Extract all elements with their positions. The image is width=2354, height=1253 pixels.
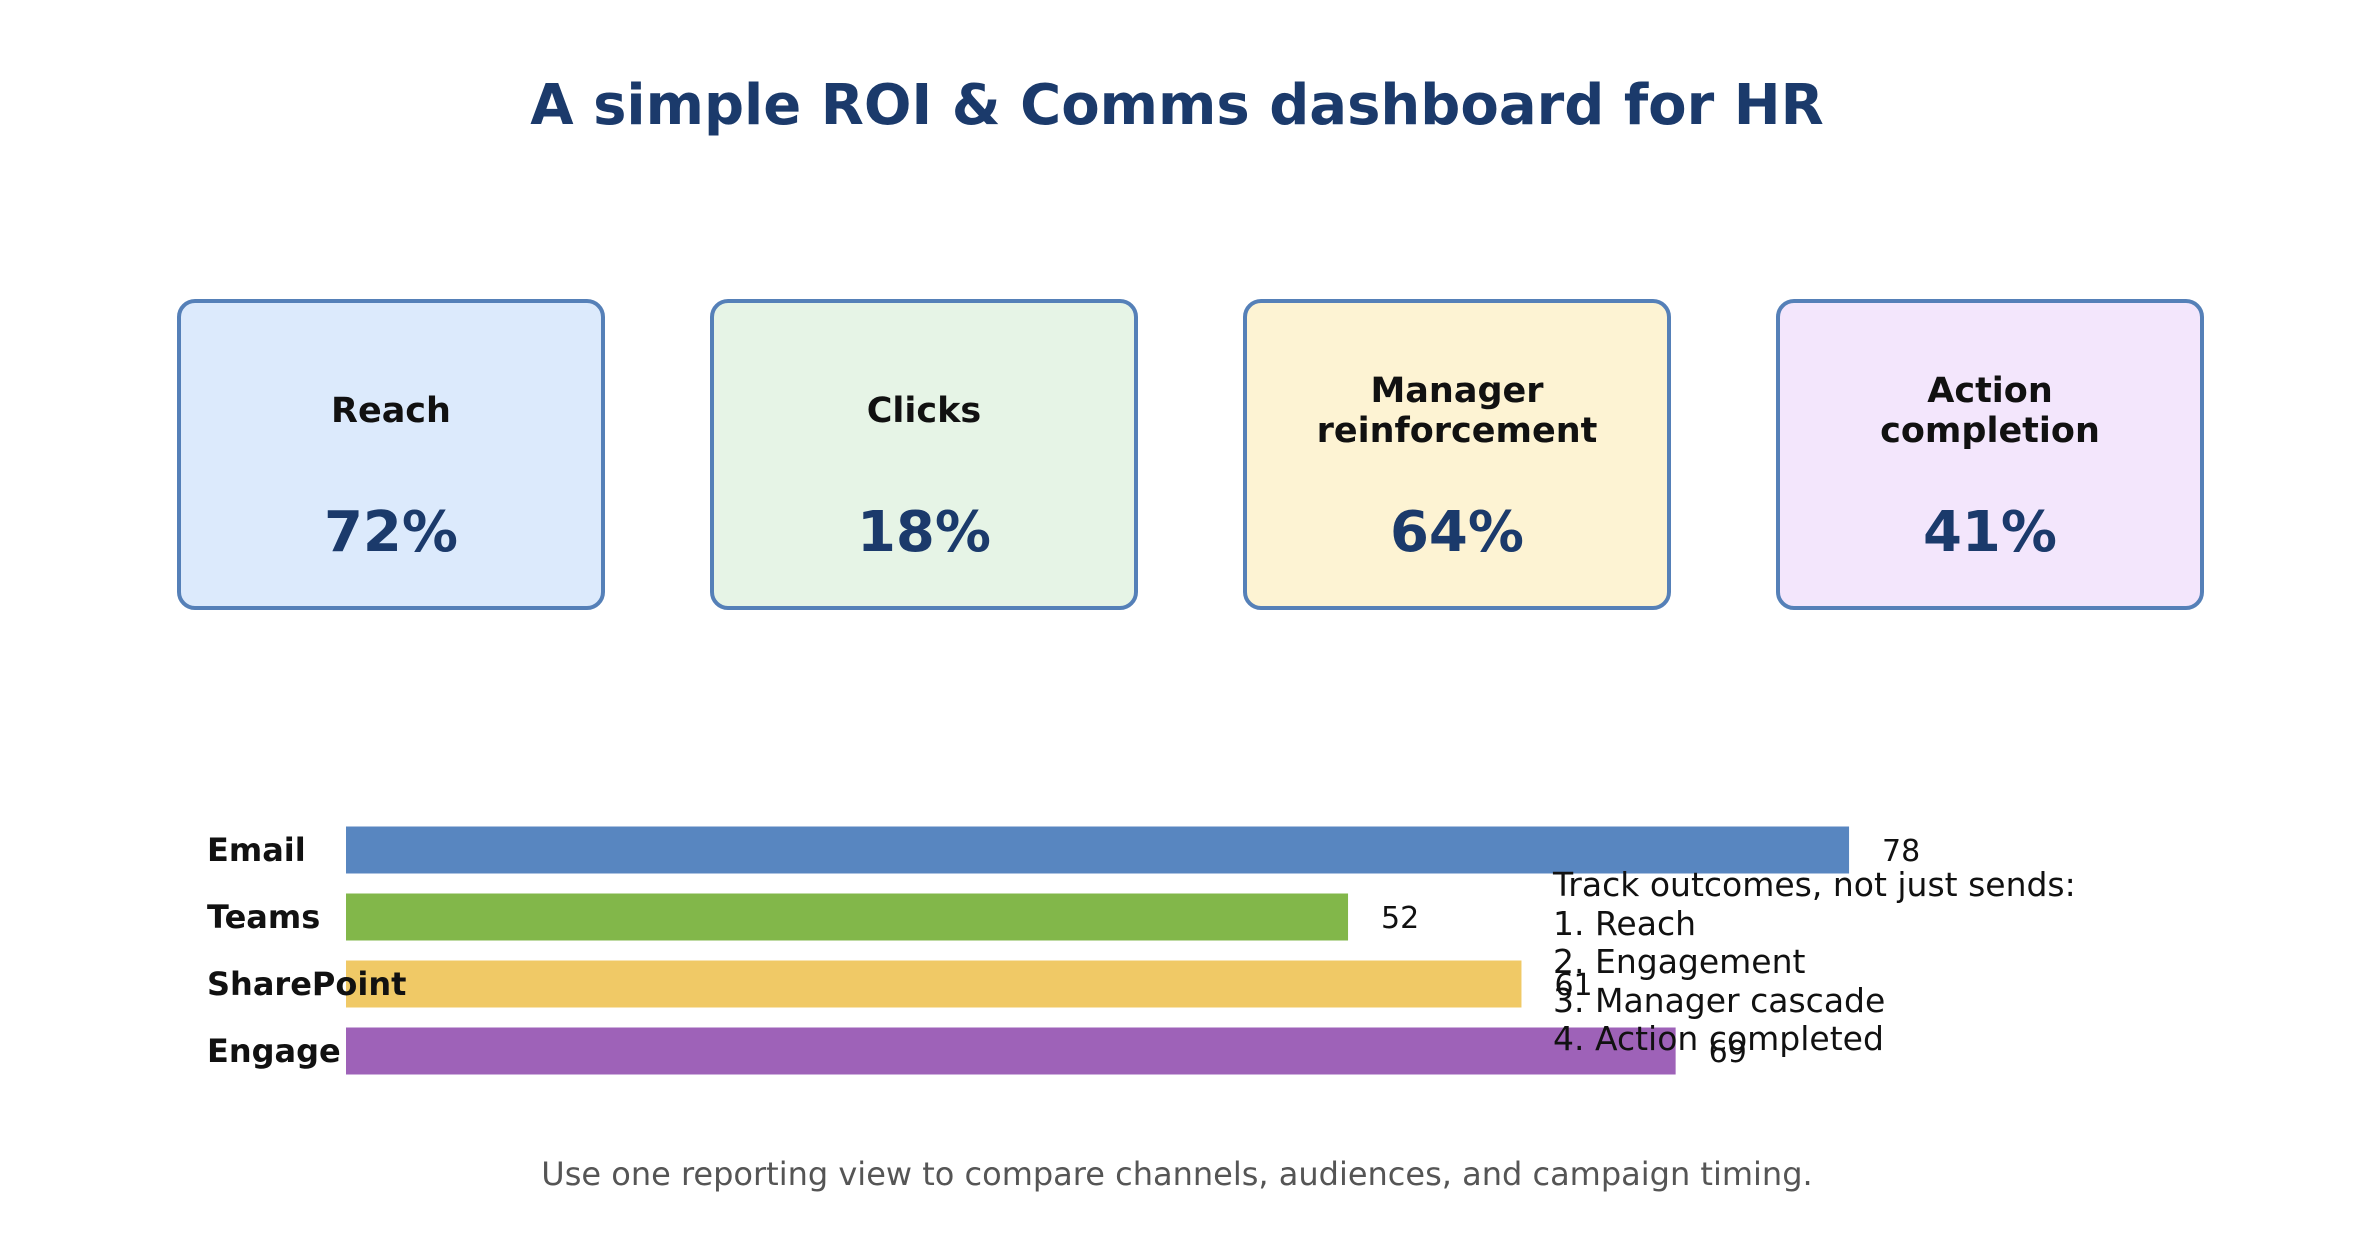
- step-item: 3. Manager cascade: [1553, 980, 1886, 1020]
- step-item: 1. Reach: [1553, 903, 1697, 943]
- kpi-card-clicks: Clicks 18%: [710, 299, 1138, 610]
- step-item: 2. Engagement: [1553, 942, 1806, 981]
- footnote: Use one reporting view to compare channe…: [541, 1155, 1813, 1193]
- kpi-value: 72%: [323, 500, 459, 565]
- outcome-steps: Track outcomes, not just sends: 1. Reach…: [1553, 865, 2076, 1059]
- bar-email: [346, 826, 1850, 874]
- category-label: Email: [207, 831, 306, 869]
- page-title: A simple ROI & Comms dashboard for HR: [530, 73, 1824, 138]
- category-label: Teams: [207, 898, 320, 936]
- steps-heading: Track outcomes, not just sends:: [1553, 865, 2076, 904]
- value-label: 52: [1381, 901, 1419, 936]
- bar-engage: [346, 1027, 1676, 1075]
- category-label: Engage: [207, 1032, 341, 1070]
- bar-sharepoint: [346, 960, 1522, 1008]
- step-item: 4. Action completed: [1553, 1019, 1884, 1058]
- kpi-card-manager-reinforcement: Manager reinforcement 64%: [1243, 299, 1671, 610]
- kpi-value: 64%: [1389, 500, 1525, 565]
- bar-teams: [346, 893, 1349, 941]
- kpi-card-reach: Reach 72%: [177, 299, 605, 610]
- value-label: 61: [1554, 968, 1592, 1003]
- kpi-label: Manager reinforcement: [1316, 370, 1598, 451]
- value-label: 69: [1709, 1035, 1747, 1070]
- kpi-label: Action completion: [1880, 370, 2100, 451]
- kpi-card-action-completion: Action completion 41%: [1776, 299, 2204, 610]
- kpi-label: Clicks: [866, 390, 982, 431]
- value-label: 78: [1882, 834, 1920, 869]
- category-label: SharePoint: [207, 965, 406, 1003]
- kpi-value: 18%: [856, 500, 992, 565]
- kpi-label: Reach: [331, 390, 451, 431]
- kpi-value: 41%: [1922, 500, 2058, 565]
